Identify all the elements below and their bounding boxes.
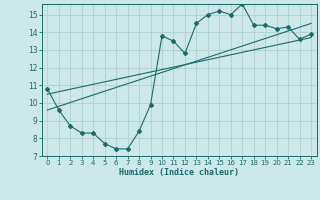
X-axis label: Humidex (Indice chaleur): Humidex (Indice chaleur) bbox=[119, 168, 239, 177]
